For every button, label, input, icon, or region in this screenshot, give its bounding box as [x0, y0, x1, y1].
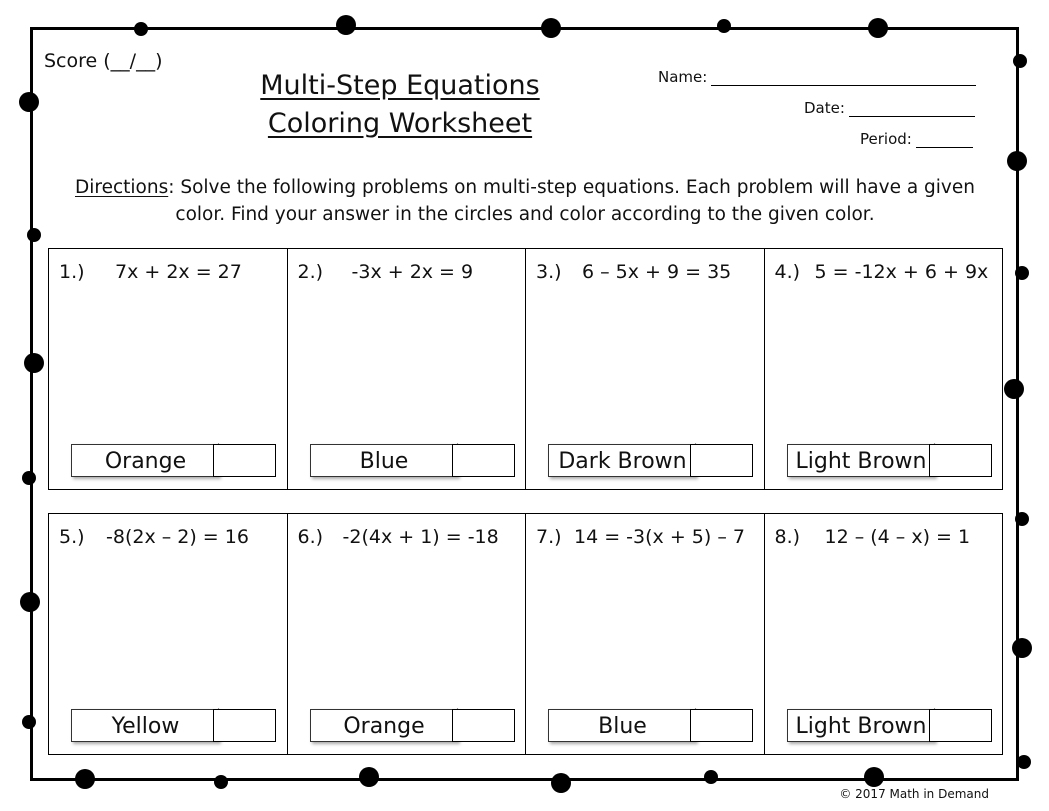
- dot: [1007, 151, 1027, 171]
- dot: [75, 769, 95, 789]
- directions: Directions: Solve the following problems…: [50, 174, 1000, 228]
- directions-label: Directions: [75, 177, 169, 198]
- color-label: Yellow: [71, 709, 219, 742]
- problem-equation: -3x + 2x = 9: [351, 261, 474, 283]
- problem-equation: 14 = -3(x + 5) – 7: [574, 526, 745, 548]
- problem-equation: -8(2x – 2) = 16: [106, 526, 249, 548]
- color-label: Orange: [71, 444, 219, 477]
- problem-cell: 7.) 14 = -3(x + 5) – 7 Blue: [526, 514, 765, 754]
- problem-cell: 1.) 7x + 2x = 27 Orange: [49, 249, 288, 489]
- directions-text: : Solve the following problems on multi-…: [168, 177, 975, 225]
- color-name: Orange: [343, 714, 425, 739]
- name-label: Name:: [658, 68, 708, 86]
- problem-cell: 4.) 5 = -12x + 6 + 9x Light Brown: [765, 249, 1003, 489]
- answer-box[interactable]: [213, 709, 276, 742]
- color-name: Light Brown: [795, 449, 927, 474]
- dot: [1012, 638, 1032, 658]
- color-label: Blue: [309, 444, 458, 477]
- problem-equation: 6 – 5x + 9 = 35: [582, 261, 732, 283]
- dot: [717, 19, 731, 33]
- dot: [1004, 379, 1024, 399]
- problem-cell: 3.) 6 – 5x + 9 = 35 Dark Brown: [526, 249, 765, 489]
- problem-equation: 5 = -12x + 6 + 9x: [814, 261, 989, 283]
- color-label: Dark Brown: [548, 444, 696, 477]
- dot: [868, 18, 888, 38]
- dot: [864, 767, 884, 787]
- dot: [134, 22, 148, 36]
- period-field[interactable]: Period:: [860, 130, 973, 148]
- dot: [704, 770, 718, 784]
- problem-cell: 6.) -2(4x + 1) = -18 Orange: [288, 514, 526, 754]
- problem-number: 1.): [59, 261, 85, 283]
- dot: [359, 767, 379, 787]
- dot: [214, 775, 228, 789]
- dot: [1017, 755, 1031, 769]
- problem-row-1: 1.) 7x + 2x = 27 Orange 2.) -3x + 2x = 9…: [48, 248, 1003, 490]
- problem-equation: -2(4x + 1) = -18: [342, 526, 499, 548]
- answer-box[interactable]: [451, 444, 515, 477]
- problem-number: 6.): [297, 526, 324, 548]
- dot: [1015, 512, 1029, 526]
- answer-box[interactable]: [690, 444, 753, 477]
- date-label: Date:: [804, 99, 845, 117]
- answer-box[interactable]: [928, 444, 992, 477]
- dot: [24, 353, 44, 373]
- period-label: Period:: [860, 130, 912, 148]
- color-name: Light Brown: [795, 714, 927, 739]
- answer-box[interactable]: [213, 444, 276, 477]
- problem-equation: 12 – (4 – x) = 1: [824, 526, 971, 548]
- problem-number: 4.): [774, 261, 801, 283]
- dot: [22, 715, 36, 729]
- problem-cell: 2.) -3x + 2x = 9 Blue: [288, 249, 526, 489]
- dot: [551, 773, 571, 793]
- copyright: © 2017 Math in Demand: [839, 787, 989, 801]
- page-border: [30, 27, 1019, 781]
- answer-box[interactable]: [928, 709, 992, 742]
- color-label: Orange: [309, 709, 458, 742]
- date-field[interactable]: Date:: [804, 99, 975, 117]
- color-label: Light Brown: [786, 444, 935, 477]
- dot: [19, 92, 39, 112]
- score: Score (__/__): [44, 50, 163, 72]
- problem-number: 8.): [774, 526, 801, 548]
- color-name: Dark Brown: [558, 449, 687, 474]
- color-name: Blue: [598, 714, 647, 739]
- title-line-2: Coloring Worksheet: [267, 108, 533, 139]
- dot: [20, 592, 40, 612]
- problem-number: 3.): [536, 261, 562, 283]
- color-name: Blue: [359, 449, 409, 474]
- color-label: Light Brown: [786, 709, 935, 742]
- answer-box[interactable]: [690, 709, 753, 742]
- problem-cell: 5.) -8(2x – 2) = 16 Yellow: [49, 514, 288, 754]
- title-line-1: Multi-Step Equations: [260, 70, 540, 101]
- color-name: Yellow: [111, 714, 180, 739]
- problem-number: 5.): [59, 526, 85, 548]
- dot: [541, 18, 561, 38]
- problem-row-2: 5.) -8(2x – 2) = 16 Yellow 6.) -2(4x + 1…: [48, 513, 1003, 755]
- problem-cell: 8.) 12 – (4 – x) = 1 Light Brown: [765, 514, 1003, 754]
- problem-equation: 7x + 2x = 27: [115, 261, 242, 283]
- problem-number: 7.): [536, 526, 562, 548]
- dot: [22, 471, 36, 485]
- color-name: Orange: [104, 449, 187, 474]
- problem-number: 2.): [297, 261, 324, 283]
- dot: [1013, 54, 1027, 68]
- dot: [27, 228, 41, 242]
- color-label: Blue: [548, 709, 696, 742]
- dot: [336, 15, 356, 35]
- dot: [1015, 266, 1029, 280]
- answer-box[interactable]: [451, 709, 515, 742]
- name-field[interactable]: Name:: [658, 68, 977, 86]
